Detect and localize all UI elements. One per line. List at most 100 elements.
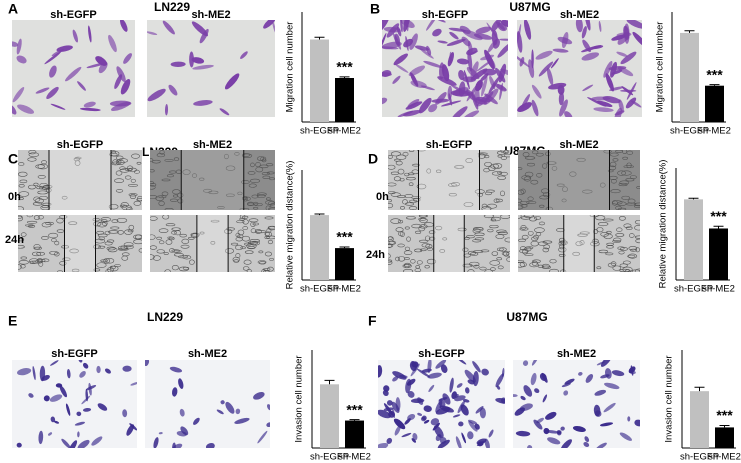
bar <box>709 228 728 280</box>
cell <box>261 158 267 163</box>
cell <box>603 218 614 222</box>
cell <box>502 367 505 378</box>
cell <box>18 184 25 188</box>
cell <box>173 252 184 257</box>
cell <box>473 33 493 40</box>
cell <box>147 88 166 102</box>
micrograph-content <box>18 150 142 210</box>
cell <box>388 243 394 248</box>
cell <box>558 247 567 253</box>
cell <box>442 237 448 241</box>
cell <box>420 416 426 422</box>
cell <box>603 402 616 413</box>
cell <box>440 100 462 107</box>
image-label: sh-ME2 <box>188 348 227 360</box>
cell <box>27 157 37 162</box>
cell <box>483 215 495 219</box>
cell <box>457 227 467 232</box>
cell <box>475 406 484 414</box>
cell <box>179 408 185 417</box>
cell <box>250 162 255 168</box>
cell <box>418 97 432 114</box>
cell <box>53 420 60 424</box>
cell <box>527 445 533 448</box>
cell <box>165 223 176 227</box>
cell <box>150 195 158 200</box>
cell <box>158 200 165 207</box>
cell <box>417 412 423 416</box>
cell <box>168 236 175 241</box>
cell <box>239 207 250 210</box>
cell <box>82 407 92 412</box>
cell <box>388 411 396 418</box>
micrograph-content <box>18 215 142 272</box>
cell <box>28 152 40 158</box>
cell <box>474 232 485 237</box>
micrograph-content <box>145 360 270 448</box>
cell <box>77 431 80 438</box>
cell <box>189 51 194 68</box>
cell <box>480 249 490 253</box>
cell <box>542 394 548 403</box>
cell <box>397 168 405 175</box>
cell <box>495 234 505 239</box>
cell <box>225 401 235 414</box>
cell <box>138 248 142 253</box>
cell <box>612 240 622 243</box>
cell <box>115 155 124 161</box>
cell <box>545 430 560 434</box>
cell <box>104 368 111 374</box>
cell <box>123 244 134 250</box>
cell <box>120 245 127 250</box>
micrograph <box>382 20 508 117</box>
cell <box>411 223 422 229</box>
cell <box>392 371 407 380</box>
cell <box>416 368 431 378</box>
cell <box>49 65 57 78</box>
micrograph <box>513 360 640 448</box>
cell <box>425 235 431 242</box>
cell <box>619 247 628 251</box>
cell <box>164 208 174 210</box>
cell <box>247 246 256 250</box>
cell <box>247 171 256 175</box>
cell <box>126 165 134 172</box>
cell <box>34 198 44 204</box>
cell <box>41 374 50 381</box>
cell <box>33 182 39 186</box>
cell <box>205 442 215 448</box>
bar <box>335 248 354 280</box>
cell <box>136 198 142 202</box>
cell <box>191 173 198 178</box>
cell <box>65 403 71 416</box>
cell <box>610 189 621 194</box>
cell <box>94 238 106 244</box>
cell <box>531 99 539 117</box>
cell <box>20 232 27 237</box>
cell <box>572 251 580 256</box>
cell <box>497 42 508 58</box>
cell <box>496 257 503 261</box>
cell <box>382 33 387 50</box>
cell <box>609 86 624 91</box>
cell <box>497 171 503 175</box>
cell <box>530 240 539 247</box>
cell <box>124 175 132 180</box>
cell <box>572 425 586 432</box>
cell <box>266 171 275 175</box>
cell <box>260 156 267 162</box>
cell <box>251 194 259 199</box>
cell <box>426 45 432 56</box>
panel-letter: E <box>8 313 17 329</box>
cell <box>490 218 496 222</box>
cell <box>524 253 534 257</box>
cell <box>561 31 569 49</box>
cell <box>478 153 486 159</box>
cell <box>16 38 22 55</box>
cell <box>408 65 426 77</box>
background <box>12 360 137 448</box>
cell <box>534 227 545 233</box>
cell <box>436 169 442 173</box>
cell <box>96 365 101 374</box>
cell <box>488 429 494 438</box>
